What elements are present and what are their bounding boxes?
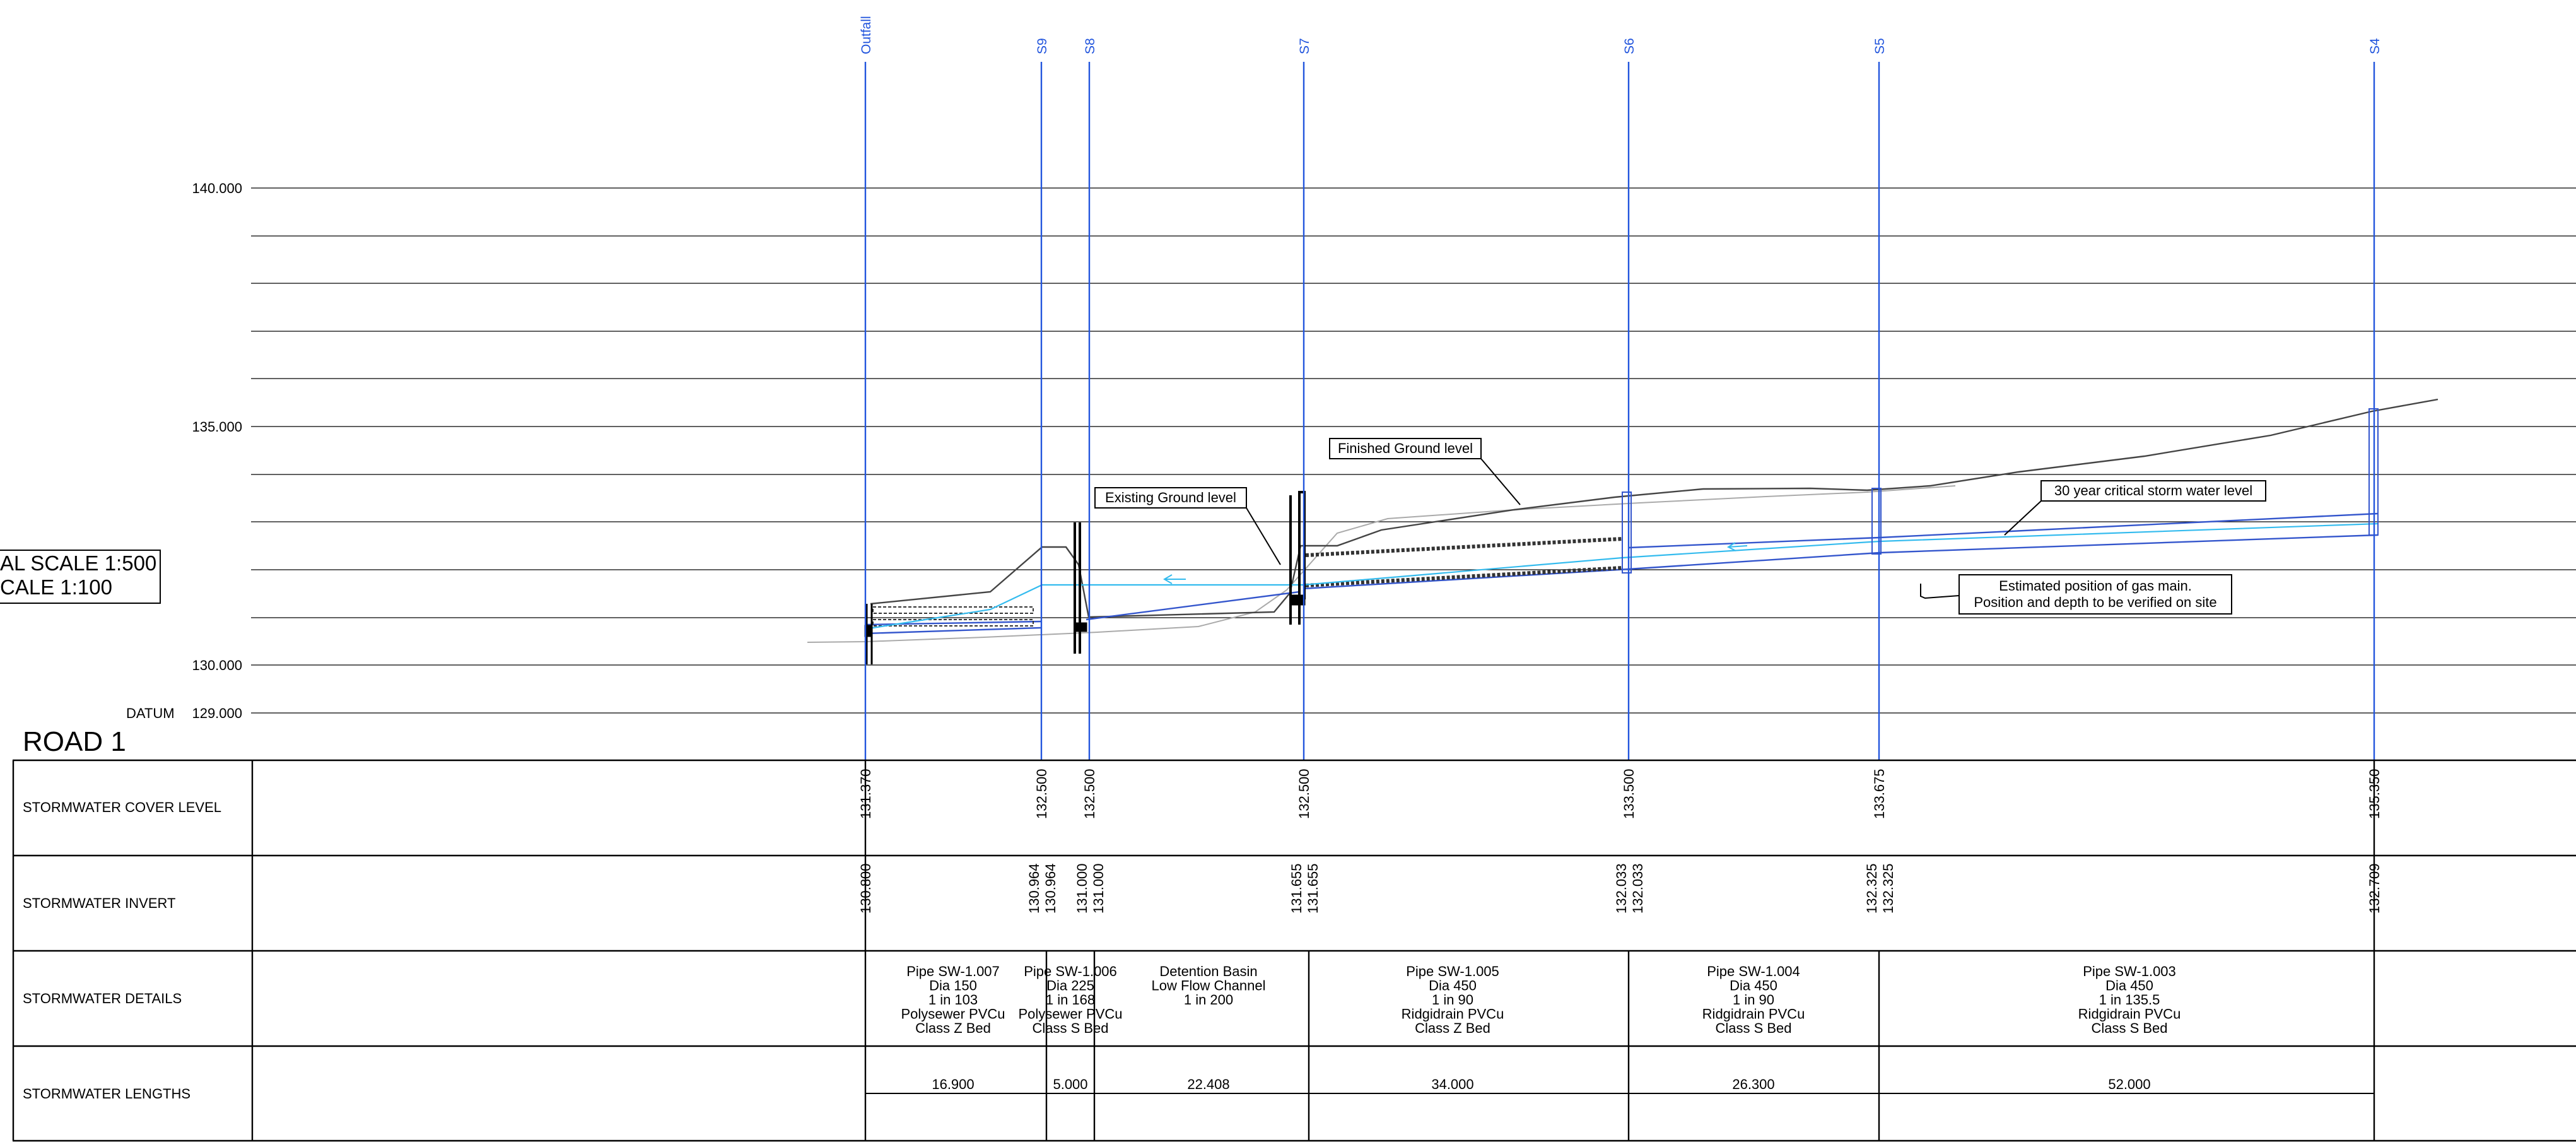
table-dividers (864, 760, 2375, 1141)
annotation-existing-ground: Existing Ground level (1094, 487, 1281, 565)
pipe-detail-text: Pipe SW-1.003 (2083, 963, 2176, 979)
invert-level-S6: 132.033 (1613, 863, 1629, 914)
existing-ground-label: Existing Ground level (1105, 490, 1236, 505)
pipe-detail-text: Low Flow Channel (1152, 978, 1266, 994)
pipe-detail-text: 1 in 200 (1184, 992, 1233, 1008)
cover-level-S7: 132.500 (1296, 768, 1312, 819)
cover-level-Outfall: 131.370 (858, 768, 874, 819)
pipe-detail-text: Ridgidrain PVCu (2078, 1006, 2181, 1022)
datum-value: 129.000 (192, 705, 242, 721)
annotation-storm-water: 30 year critical storm water level (2004, 480, 2266, 536)
invert-level-S7: 131.655 (1305, 863, 1321, 914)
invert-level-S6: 132.033 (1630, 863, 1646, 914)
pipe-detail-text: Pipe SW-1.004 (1707, 963, 1800, 979)
pipe-detail-text: Polysewer PVCu (901, 1006, 1005, 1022)
gas-main-label-2: Position and depth to be verified on sit… (1974, 594, 2216, 610)
scale-horizontal: AL SCALE 1:500 (0, 551, 156, 575)
road-title: ROAD 1 (23, 726, 126, 757)
gas-main-marker (1920, 584, 1960, 599)
station-label-S5: S5 (1873, 38, 1887, 54)
finished-ground-label: Finished Ground level (1338, 440, 1473, 456)
pipe-length: 5.000 (1053, 1076, 1087, 1092)
invert-level-S7: 131.655 (1289, 863, 1304, 914)
gas-main-label-1: Estimated position of gas main. (1999, 578, 2192, 594)
annotation-finished-ground: Finished Ground level (1329, 438, 1521, 505)
pipe-detail-text: Class S Bed (2091, 1020, 2167, 1036)
pipe-detail-text: 1 in 168 (1046, 992, 1095, 1008)
cover-level-S4: 135.350 (2367, 768, 2382, 819)
level-grid (251, 187, 2576, 714)
pipe-length: 26.300 (1732, 1076, 1774, 1092)
data-table (12, 759, 2576, 1142)
pipe-detail-text: Class S Bed (1032, 1020, 1108, 1036)
pipe-detail-text: Dia 450 (1429, 978, 1477, 994)
pipe-detail-text: Class Z Bed (915, 1020, 991, 1036)
flow-arrow-2 (1726, 542, 1748, 551)
invert-level-Outfall: 130.800 (858, 863, 874, 914)
invert-level-S9: 130.964 (1026, 863, 1042, 914)
invert-level-S9: 130.964 (1043, 863, 1058, 914)
pipe-length: 34.000 (1431, 1076, 1473, 1092)
pipe-length: 52.000 (2108, 1076, 2150, 1092)
cover-level-S9: 132.500 (1034, 768, 1050, 819)
station-label-S4: S4 (2368, 38, 2382, 54)
finished-ground-line (870, 398, 2438, 618)
invert-level-S5: 132.325 (1880, 863, 1896, 914)
storm-water-label: 30 year critical storm water level (2054, 483, 2252, 498)
row-label-details: STORMWATER DETAILS (23, 991, 182, 1006)
invert-level-S4: 132.709 (2367, 863, 2382, 914)
pipe-detail-text: Ridgidrain PVCu (1402, 1006, 1504, 1022)
invert-level-S8: 131.000 (1091, 863, 1106, 914)
pipe-detail-text: Dia 225 (1046, 978, 1094, 994)
table-values: 131.370 130.800 132.500 130.964 130.964 132.5… (858, 768, 2382, 1092)
flow-arrow-1 (1163, 574, 1186, 584)
pipe-detail-text: 1 in 135.5 (2099, 992, 2160, 1008)
level-label-135: 135.000 (192, 419, 242, 435)
manholes (864, 491, 1306, 664)
station-lines: Outfall S9 S8 S7 S6 S5 S4 (859, 16, 2382, 760)
station-label-S9: S9 (1035, 38, 1050, 54)
pipe-detail-text: Detention Basin (1159, 963, 1257, 979)
station-label-S8: S8 (1083, 38, 1098, 54)
pipe-detail-text: 1 in 90 (1733, 992, 1774, 1008)
annotation-gas-main: Estimated position of gas main. Position… (1958, 574, 2232, 615)
pipes (866, 512, 2379, 635)
invert-level-S5: 132.325 (1864, 863, 1880, 914)
station-label-Outfall: Outfall (859, 16, 874, 54)
station-label-S6: S6 (1622, 38, 1637, 54)
row-label-lengths: STORMWATER LENGTHS (23, 1086, 190, 1102)
cover-level-S8: 132.500 (1082, 768, 1098, 819)
pipe-detail-text: Dia 450 (1730, 978, 1777, 994)
pipe-detail-text: Pipe SW-1.006 (1024, 963, 1117, 979)
scale-vertical: CALE 1:100 (0, 575, 112, 599)
datum-label: DATUM (126, 705, 175, 721)
pipe-length: 22.408 (1187, 1076, 1229, 1092)
pipe-detail-text: 1 in 103 (928, 992, 978, 1008)
pipe-detail-text: Ridgidrain PVCu (1702, 1006, 1805, 1022)
pipe-detail-text: Polysewer PVCu (1018, 1006, 1122, 1022)
pipe-detail-text: 1 in 90 (1432, 992, 1473, 1008)
row-label-cover: STORMWATER COVER LEVEL (23, 799, 221, 815)
cover-level-S6: 133.500 (1621, 768, 1637, 819)
pipe-detail-text: Pipe SW-1.007 (906, 963, 1000, 979)
level-label-130: 130.000 (192, 657, 242, 673)
pipe-detail-text: Class S Bed (1715, 1020, 1791, 1036)
row-label-invert: STORMWATER INVERT (23, 895, 175, 911)
station-label-S7: S7 (1297, 38, 1312, 54)
pipe-length: 16.900 (932, 1076, 974, 1092)
pipe-detail-text: Dia 150 (929, 978, 977, 994)
scale-box: AL SCALE 1:500 CALE 1:100 (0, 550, 161, 604)
pipe-detail-text: Pipe SW-1.005 (1406, 963, 1499, 979)
pipe-detail-text: Class Z Bed (1415, 1020, 1490, 1036)
level-label-140: 140.000 (192, 180, 242, 196)
pipe-bedding (872, 537, 1623, 627)
pipe-detail-text: Dia 450 (2105, 978, 2153, 994)
existing-ground-line (807, 485, 1956, 643)
invert-level-S8: 131.000 (1074, 863, 1090, 914)
cover-level-S5: 133.675 (1871, 768, 1887, 819)
